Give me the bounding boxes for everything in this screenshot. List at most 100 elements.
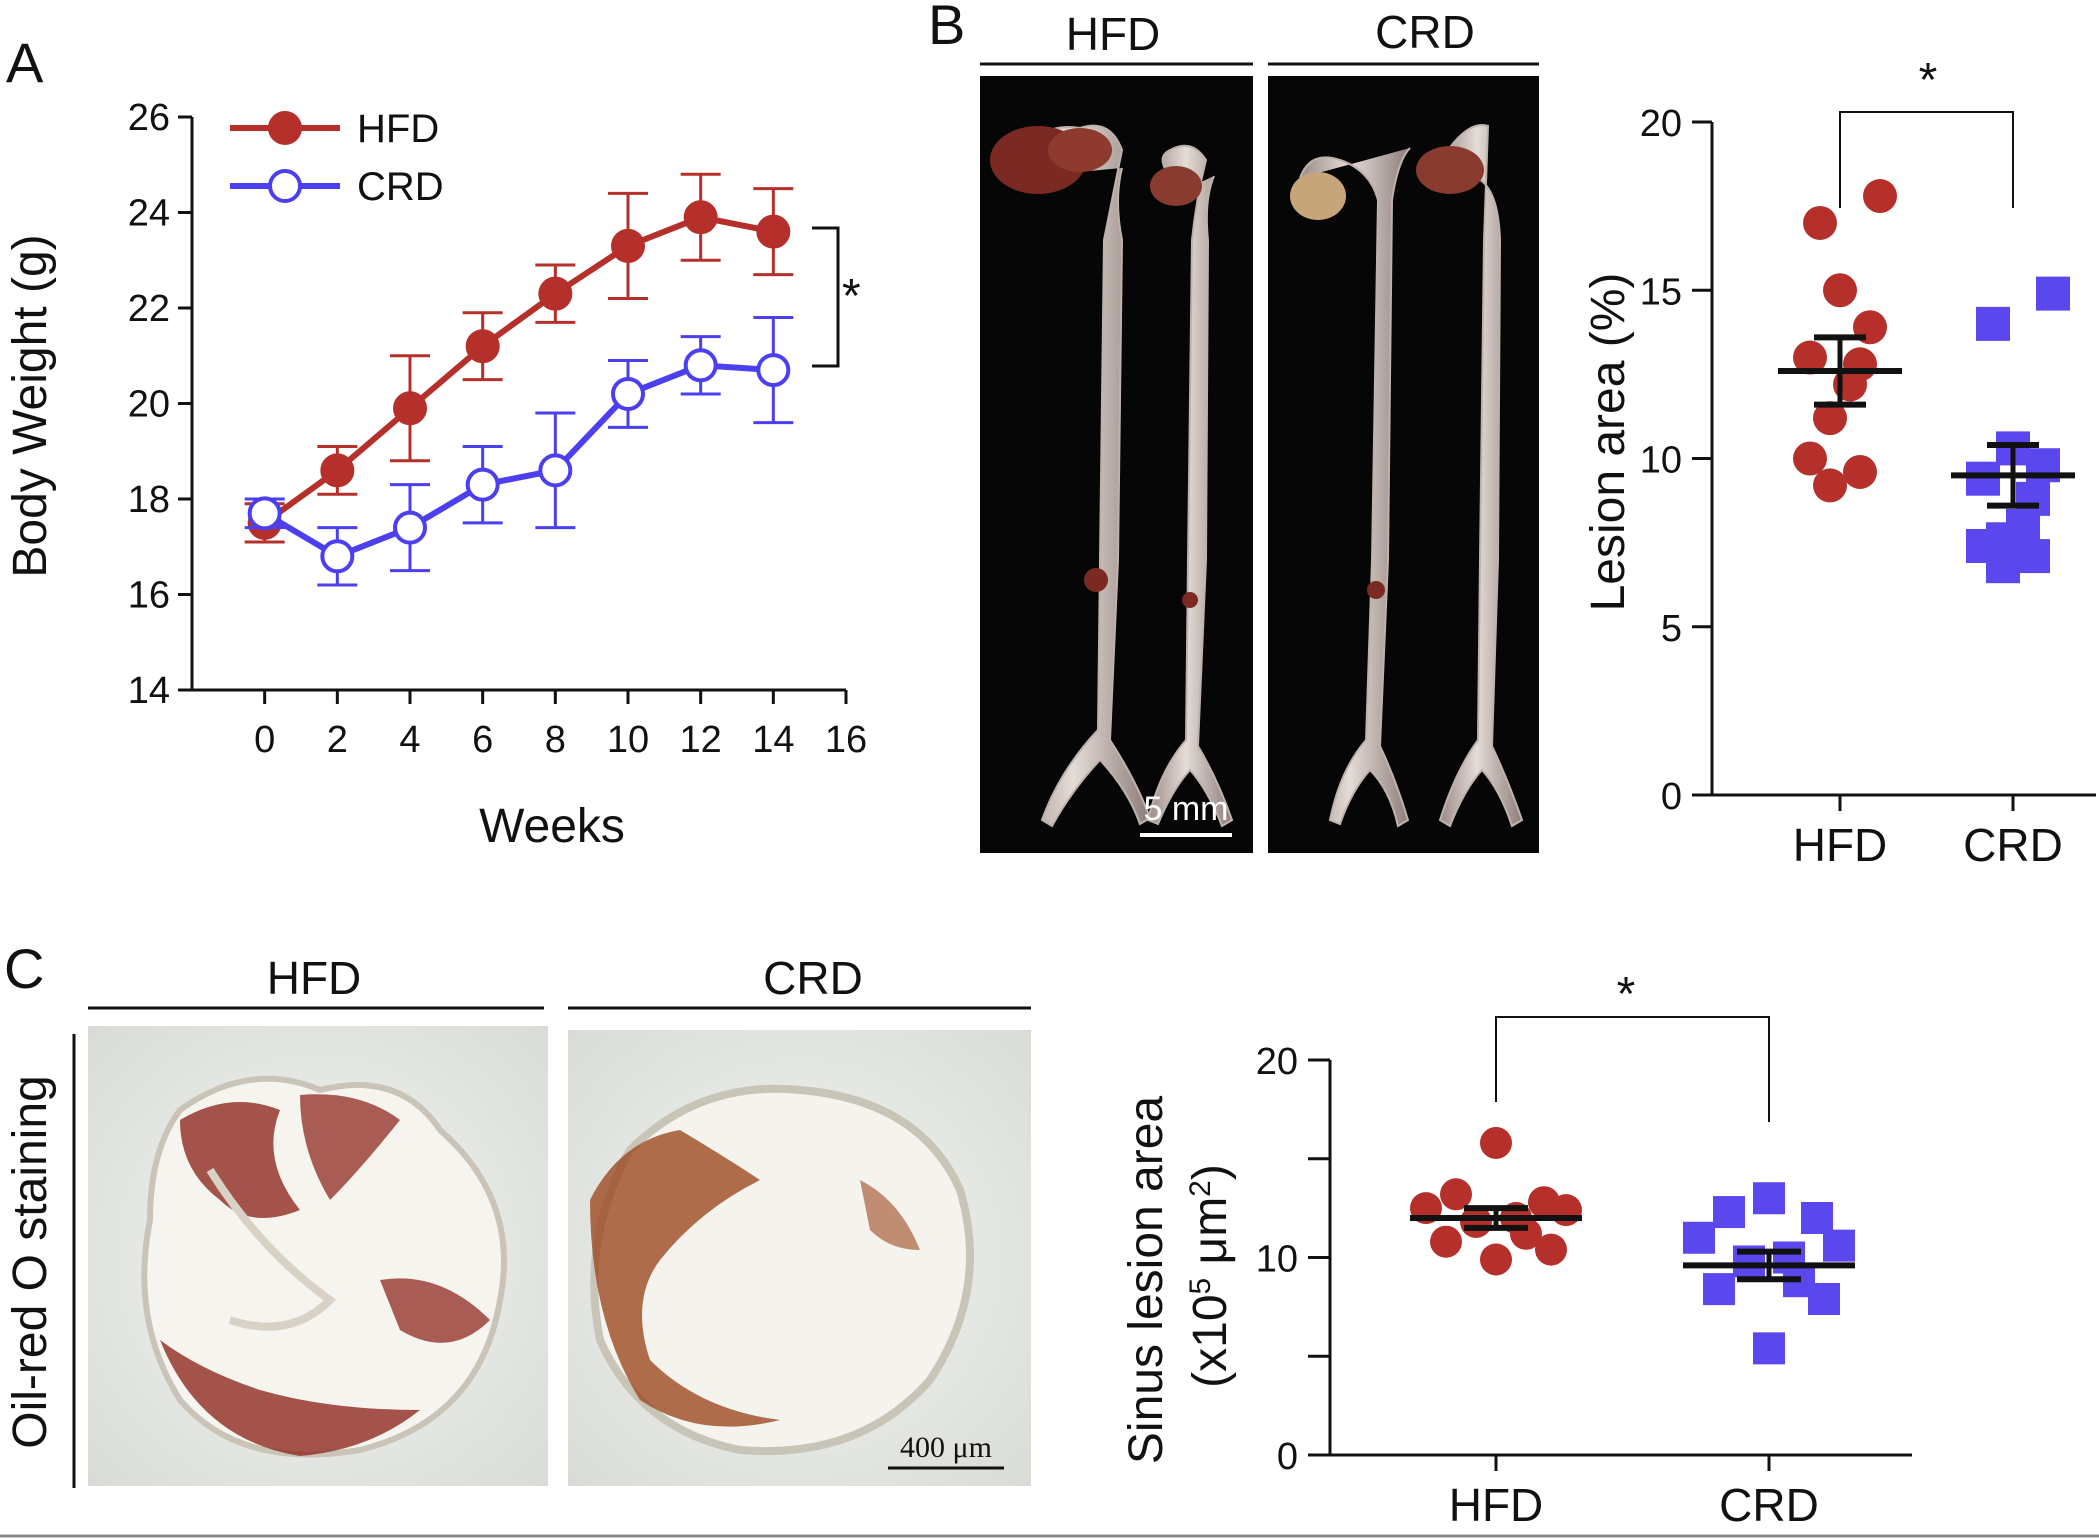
- panel-a-plot: HFD CRD: [230, 107, 794, 587]
- panel-b-ylabel: Lesion area (%): [1582, 273, 1635, 612]
- histology-photo-crd: [568, 1030, 1031, 1486]
- panel-b-y-tick-label: 5: [1661, 608, 1682, 650]
- panel-a-data-point: [611, 228, 645, 263]
- panel-c-side-label: Oil-red O staining: [4, 1075, 57, 1448]
- panel-b-group-hfd: [1778, 179, 1902, 503]
- panel-b-photo-label-crd: CRD: [1375, 6, 1475, 58]
- panel-a-data-point: [683, 200, 718, 235]
- panel-c-plot: [1410, 1126, 1855, 1365]
- panel-a-y-tick-label: 14: [128, 670, 170, 712]
- panel-a-data-point: [393, 510, 427, 545]
- panel-a-legend-label: HFD: [357, 107, 439, 151]
- panel-a-y-tick-label: 16: [128, 575, 170, 617]
- panel-a-data-point: [320, 453, 355, 488]
- panel-c-data-point: [1480, 1243, 1512, 1276]
- panel-a-x-tick-label: 16: [825, 719, 867, 761]
- panel-b-plot: [1778, 179, 2075, 584]
- panel-b-letter: B: [928, 0, 965, 56]
- panel-a-data-point: [756, 353, 791, 388]
- panel-b-photo-label-hfd: HFD: [1066, 8, 1161, 60]
- panel-c-data-point: [1430, 1225, 1462, 1258]
- panel-b-scale-bar-label: 5 mm: [1144, 790, 1229, 828]
- panel-c-ylabel-line2: (x105 μm2): [1184, 1164, 1237, 1388]
- panel-a-x-tick-label: 4: [399, 719, 420, 761]
- panel-c-significance-star: *: [1617, 968, 1636, 1021]
- panel-b-data-point: [1813, 401, 1847, 436]
- panel-b-data-point: [1863, 179, 1897, 214]
- panel-c-x-tick-label: CRD: [1719, 1479, 1819, 1531]
- aorta-photo-hfd: [980, 76, 1253, 853]
- panel-b-y-tick-label: 15: [1640, 271, 1682, 313]
- panel-a-legend-marker: [268, 111, 302, 145]
- panel-a-x-tick-label: 0: [254, 719, 275, 761]
- panel-c-group-hfd: [1410, 1126, 1582, 1276]
- panel-b-data-point: [1803, 205, 1837, 240]
- panel-c-data-point: [1823, 1229, 1855, 1262]
- panel-c-data-point: [1753, 1182, 1785, 1215]
- panel-a-x-tick-label: 8: [545, 719, 566, 761]
- panel-b-significance-star: *: [1919, 54, 1938, 107]
- panel-b-data-point: [1793, 441, 1827, 476]
- panel-a-x-tick-label: 6: [472, 719, 493, 761]
- panel-b-data-point: [1986, 549, 2020, 584]
- panel-c-axes: 0 10 20 HFD CRD: [1256, 1041, 1912, 1531]
- panel-c-data-point: [1550, 1194, 1582, 1227]
- panel-b-group-crd: [1951, 276, 2075, 584]
- panel-b-data-point: [1976, 306, 2010, 341]
- panel-b-data-point: [1813, 468, 1847, 503]
- panel-a-legend-marker: [268, 169, 302, 203]
- panel-b-data-point: [1823, 273, 1857, 308]
- panel-a-legend-label: CRD: [357, 165, 444, 209]
- panel-b-data-point: [1843, 454, 1877, 489]
- panel-a-data-point: [756, 214, 791, 249]
- panel-c-ylabel-line1: Sinus lesion area: [1120, 1096, 1173, 1465]
- panel-a-x-tick-label: 12: [680, 719, 722, 761]
- panel-c-significance-bracket: [1495, 1016, 1770, 1122]
- panel-a-x-tick-label: 2: [327, 719, 348, 761]
- panel-c-photo-label-hfd: HFD: [267, 952, 362, 1004]
- panel-a-x-tick-label: 10: [607, 719, 649, 761]
- panel-c-data-point: [1753, 1332, 1785, 1365]
- panel-c-data-point: [1808, 1282, 1840, 1315]
- panel-a-ylabel: Body Weight (g): [4, 234, 57, 577]
- panel-b-data-point: [2016, 539, 2050, 574]
- panel-b-x-tick-label: HFD: [1793, 819, 1888, 871]
- panel-b-x-tick-label: CRD: [1963, 819, 2063, 871]
- panel-c-data-point: [1713, 1196, 1745, 1229]
- panel-a-data-point: [538, 276, 573, 311]
- panel-c-data-point: [1440, 1178, 1472, 1211]
- panel-c-data-point: [1480, 1126, 1512, 1159]
- panel-a-series-hfd: [244, 172, 794, 544]
- panel-c-scale-bar-label: 400 μm: [900, 1431, 992, 1464]
- panel-b-data-point: [1966, 461, 2000, 496]
- panel-c-data-point: [1801, 1202, 1833, 1234]
- panel-a-x-tick-label: 14: [752, 719, 794, 761]
- panel-c-data-point: [1683, 1221, 1715, 1254]
- panel-a-data-point: [611, 376, 645, 411]
- panel-b-axes: 0 5 10 15 20 HFD CRD: [1640, 103, 2096, 871]
- panel-a-data-point: [393, 391, 427, 426]
- panel-a-legend: HFD CRD: [230, 107, 444, 209]
- histology-photo-hfd: [88, 1026, 548, 1486]
- panel-c-photo-label-crd: CRD: [763, 952, 863, 1004]
- panel-a-y-tick-label: 26: [128, 97, 170, 139]
- panel-c: C HFD CRD Oil-red O staining 400 μm 0 10 2…: [4, 937, 1912, 1531]
- panel-b-significance-bracket: [1839, 111, 2014, 208]
- panel-c-x-tick-label: HFD: [1449, 1479, 1544, 1531]
- panel-c-y-tick-label: 10: [1256, 1239, 1298, 1281]
- panel-a-y-tick-label: 18: [128, 479, 170, 521]
- panel-a-significance-star: *: [842, 270, 861, 323]
- panel-a-y-tick-label: 24: [128, 193, 170, 235]
- panel-b-y-tick-label: 0: [1661, 776, 1682, 818]
- panel-a-significance-bracket: [812, 226, 840, 368]
- panel-c-y-tick-label: 0: [1277, 1436, 1298, 1478]
- panel-c-y-tick-label: 20: [1256, 1041, 1298, 1083]
- panel-a-letter: A: [6, 31, 44, 94]
- panel-b-data-point: [2036, 276, 2070, 311]
- panel-a-data-point: [320, 539, 355, 574]
- panel-a-data-point: [247, 496, 282, 531]
- panel-a-data-point: [465, 467, 500, 502]
